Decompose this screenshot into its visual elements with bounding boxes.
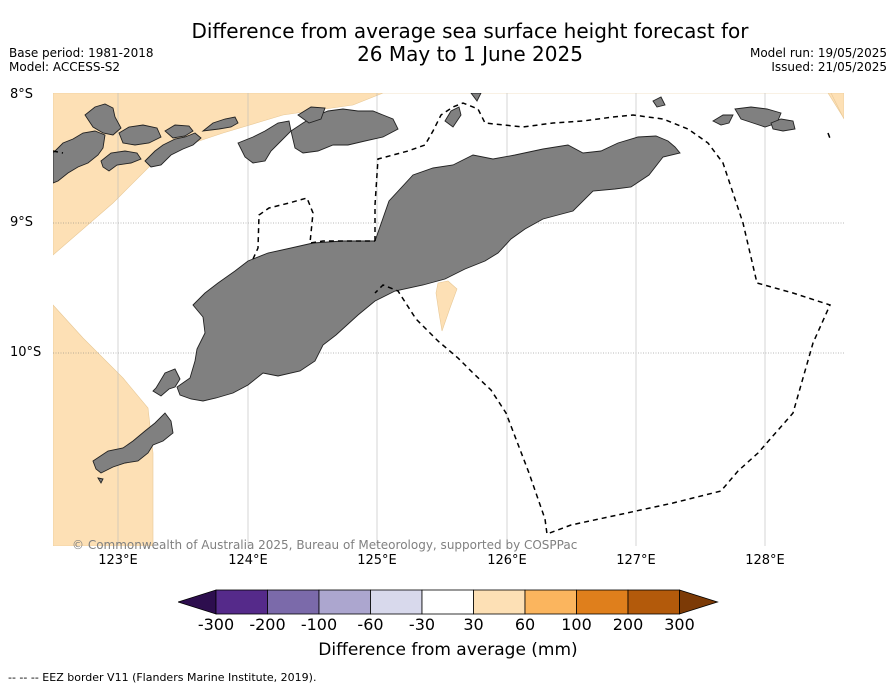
lat-label-8s: 8°S: [10, 87, 34, 102]
colorbar-tick-label: -200: [249, 615, 286, 634]
sea-surface-height-map: [53, 93, 844, 546]
eez-line-east-end: [827, 132, 832, 142]
anomaly-patch-northeast: [830, 93, 844, 120]
model-text: Model: ACCESS-S2: [9, 60, 121, 74]
colorbar-segment: [421, 589, 474, 615]
colorbar-tick-label: -100: [300, 615, 338, 634]
land-wetar-north: [297, 106, 326, 124]
colorbar-segment: [215, 589, 268, 615]
land-flores-east: [53, 130, 106, 184]
eez-line-west: [53, 150, 64, 154]
eez-line-north: [374, 102, 832, 536]
land-rote-island: [92, 412, 174, 474]
colorbar-tick-label: -60: [357, 615, 384, 634]
lat-label-9s: 9°S: [10, 215, 34, 230]
colorbar-segment: [267, 589, 320, 615]
land-romang: [444, 106, 462, 128]
eez-legend-note: -- -- -- EEZ border V11 (Flanders Marine…: [8, 671, 317, 684]
land-semau-island: [152, 368, 181, 397]
land-solor: [100, 150, 142, 172]
colorbar-segment: [318, 589, 371, 615]
lon-label-127e: 127°E: [616, 553, 656, 568]
colorbar: [178, 589, 719, 615]
colorbar-segment: [524, 589, 577, 615]
meta-left: Base period: 1981-2018 Model: ACCESS-S2: [9, 46, 154, 74]
colorbar-tick-label: 100: [561, 615, 592, 634]
land-alor: [201, 116, 239, 132]
colorbar-title: Difference from average (mm): [318, 640, 578, 660]
eez-line-timor: [252, 197, 375, 260]
land-islet-flores: [84, 103, 122, 136]
land-adonara: [118, 124, 162, 146]
colorbar-segment: [576, 589, 629, 615]
anomaly-patch-central: [435, 280, 458, 332]
title-line-1: Difference from average sea surface heig…: [191, 19, 749, 43]
lon-label-126e: 126°E: [487, 553, 527, 568]
lon-label-123e: 123°E: [98, 553, 138, 568]
land-lembata: [144, 132, 202, 168]
colorbar-segment: [627, 589, 680, 615]
base-period-text: Base period: 1981-2018: [9, 46, 154, 60]
land-babar-west: [712, 114, 734, 126]
lat-label-10s: 10°S: [10, 345, 42, 360]
colorbar-extend-high: [679, 589, 719, 615]
land-kisar: [470, 93, 482, 102]
colorbar-tick-label: 30: [463, 615, 484, 634]
eez-border: [53, 102, 832, 536]
issued-text: Issued: 21/05/2025: [771, 60, 887, 74]
land-alor-main: [237, 120, 292, 164]
land-pantar: [164, 124, 194, 139]
colorbar-tick-label: 300: [664, 615, 695, 634]
model-run-text: Model run: 19/05/2025: [749, 46, 887, 60]
colorbar-tick-label: 200: [612, 615, 644, 634]
land-damar: [652, 96, 666, 108]
lon-label-124e: 124°E: [228, 553, 268, 568]
lon-label-128e: 128°E: [745, 553, 785, 568]
ocean-background: [53, 93, 844, 546]
colorbar-tick-label: -30: [408, 615, 436, 634]
land-timor: [176, 135, 681, 402]
land-ndao-island: [97, 477, 104, 484]
colorbar-tick-label: -300: [197, 615, 235, 634]
land-masela: [770, 118, 796, 132]
title-line-2: 26 May to 1 June 2025: [357, 42, 583, 66]
land-masses: [53, 93, 796, 484]
meta-right: Model run: 19/05/2025 Issued: 21/05/2025: [750, 46, 887, 74]
copyright-text: © Commonwealth of Australia 2025, Bureau…: [72, 538, 578, 552]
colorbar-tick-label: 60: [514, 615, 536, 634]
colorbar-extend-low: [178, 589, 217, 615]
lon-label-125e: 125°E: [357, 553, 397, 568]
colorbar-segment: [473, 589, 526, 615]
map-title: Difference from average sea surface heig…: [170, 20, 770, 66]
colorbar-segment: [370, 589, 423, 615]
colorbar-segments: [178, 589, 719, 615]
